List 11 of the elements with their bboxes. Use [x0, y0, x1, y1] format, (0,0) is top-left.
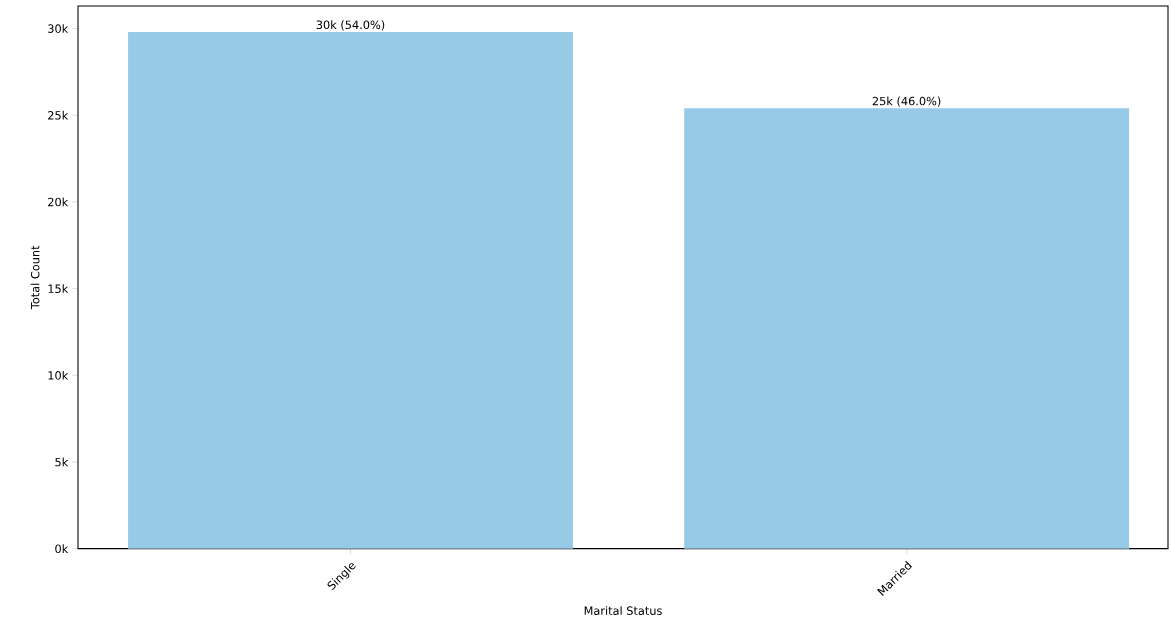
y-tick-label: 15k — [48, 284, 69, 293]
y-tick-label: 0k — [55, 544, 69, 554]
y-tick-label: 30k — [48, 24, 69, 33]
data-label: 25k (46.0%) — [872, 96, 941, 107]
y-tick-label: 25k — [48, 110, 69, 120]
data-label: 30k (54.0%) — [316, 20, 385, 31]
x-axis-title: Marital Status — [584, 606, 662, 615]
y-axis-title: Total Count — [30, 245, 40, 310]
y-tick-label: 10k — [48, 370, 69, 380]
y-tick-label: 5k — [55, 457, 69, 467]
y-tick-label: 20k — [48, 197, 69, 207]
